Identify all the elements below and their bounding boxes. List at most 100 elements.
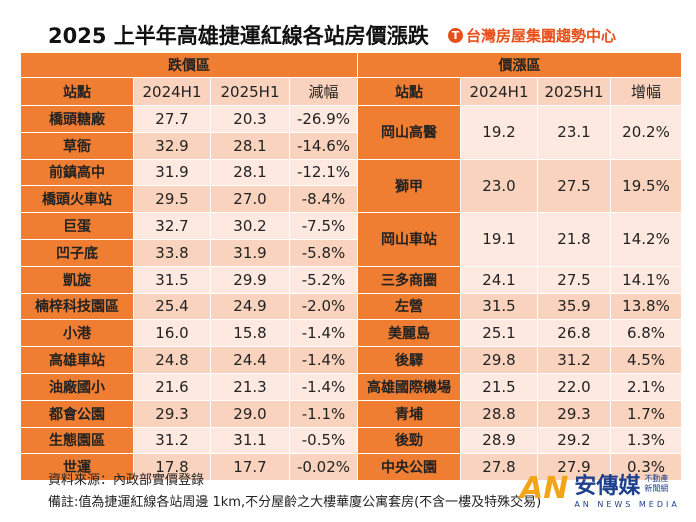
data-cell: 29.0 [210, 399, 290, 428]
table-row: 凱旋 31.5 29.9 -5.2% 三多商圈 24.1 27.5 14.1% [20, 265, 682, 294]
data-cell: -26.9% [289, 105, 358, 133]
station-name: 高雄車站 [20, 346, 134, 374]
data-cell: 27.9 [537, 453, 611, 482]
data-cell: -1.4% [289, 372, 358, 401]
data-cell: 14.1% [610, 265, 682, 294]
data-cell: -1.4% [289, 319, 358, 348]
column-header: 增幅 [610, 77, 682, 106]
data-cell: -1.1% [289, 399, 358, 428]
group-header-down: 跌價區 [20, 52, 358, 78]
table-row: 巨蛋 32.7 30.2 -7.5% 岡山車站 19.1 21.8 14.2% [20, 212, 682, 267]
data-cell: 23.0 [460, 158, 538, 214]
table-row: 都會公園 29.3 29.0 -1.1% 青埔 28.8 29.3 1.7% [20, 399, 682, 428]
data-cell: 0.3% [610, 453, 682, 482]
station-name: 凹子底 [20, 238, 134, 267]
data-cell: 21.5 [460, 372, 538, 401]
station-name: 巨蛋 [20, 212, 134, 240]
station-name: 小港 [20, 319, 134, 348]
brand-logo: T 台灣房屋集團趨勢中心 [448, 25, 616, 46]
data-cell: 1.7% [610, 399, 682, 428]
data-cell: -7.5% [289, 212, 358, 240]
data-cell: -5.2% [289, 265, 358, 294]
price-table: 跌價區 價漲區 站點 2024H1 2025H1 減幅 站點 2024H1 2025H1 增幅… [20, 52, 682, 482]
data-cell: 28.9 [460, 426, 538, 455]
station-name: 青埔 [357, 399, 461, 428]
station-name: 楠梓科技園區 [20, 292, 134, 321]
data-cell: 17.8 [133, 453, 211, 482]
column-header: 2025H1 [210, 77, 290, 106]
data-cell: 29.9 [210, 265, 290, 294]
data-cell: 22.0 [537, 372, 611, 401]
station-name: 生態園區 [20, 426, 134, 455]
data-cell: 29.5 [133, 185, 211, 214]
media-watermark: AN 安傳媒 不動產 新聞網 AN NEWS MEDIA [520, 468, 680, 509]
table-row: 世運 17.8 17.7 -0.02% 中央公園 27.8 27.9 0.3% [20, 453, 682, 482]
data-cell: 31.2 [133, 426, 211, 455]
data-cell: 31.5 [460, 292, 538, 321]
data-cell: 24.4 [210, 346, 290, 374]
page-title: 2025 上半年高雄捷運紅線各站房價漲跌 [48, 24, 429, 48]
data-cell: 31.1 [210, 426, 290, 455]
station-name: 橋頭火車站 [20, 185, 134, 214]
station-name: 草衙 [20, 131, 134, 160]
data-cell: 21.6 [133, 372, 211, 401]
station-name: 中央公園 [357, 453, 461, 482]
data-cell: 2.1% [610, 372, 682, 401]
data-cell: -8.4% [289, 185, 358, 214]
data-cell: 26.8 [537, 319, 611, 348]
media-logo-icon: AN [520, 471, 569, 506]
station-name: 後驛 [357, 346, 461, 374]
data-cell: 32.9 [133, 131, 211, 160]
data-cell: 27.0 [210, 185, 290, 214]
data-cell: 25.1 [460, 319, 538, 348]
media-side2: 新聞網 [644, 484, 669, 493]
table-row: 生態園區 31.2 31.1 -0.5% 後勁 28.9 29.2 1.3% [20, 426, 682, 455]
station-name: 都會公園 [20, 399, 134, 428]
station-name: 高雄國際機場 [357, 372, 461, 401]
table-row: 小港 16.0 15.8 -1.4% 美麗島 25.1 26.8 6.8% [20, 319, 682, 348]
table-row: 橋頭糖廠 27.7 20.3 -26.9% 岡山高醫 19.2 23.1 20.2% [20, 105, 682, 160]
media-name: 安傳媒 [574, 474, 641, 499]
data-cell: 23.1 [537, 105, 611, 160]
station-name: 凱旋 [20, 265, 134, 294]
table-row: 草衙 32.9 28.1 -14.6% [20, 131, 682, 160]
column-header: 2024H1 [133, 77, 211, 106]
data-cell: 19.2 [460, 105, 538, 160]
table-row: 前鎮高中 31.9 28.1 -12.1% 獅甲 23.0 27.5 19.5% [20, 158, 682, 214]
data-cell: 29.3 [537, 399, 611, 428]
data-cell: 21.8 [537, 212, 611, 267]
data-cell: 4.5% [610, 346, 682, 374]
station-name: 橋頭糖廠 [20, 105, 134, 133]
data-cell: 6.8% [610, 319, 682, 348]
station-name: 美麗島 [357, 319, 461, 348]
data-cell: 21.3 [210, 372, 290, 401]
data-cell: 1.3% [610, 426, 682, 455]
table-row: 楠梓科技園區 25.4 24.9 -2.0% 左營 31.5 35.9 13.8% [20, 292, 682, 321]
data-cell: 29.3 [133, 399, 211, 428]
table-row: 高雄車站 24.8 24.4 -1.4% 後驛 29.8 31.2 4.5% [20, 346, 682, 374]
column-header: 站點 [357, 77, 461, 106]
data-cell: 29.2 [537, 426, 611, 455]
station-name: 岡山車站 [357, 212, 461, 267]
data-cell: 20.3 [210, 105, 290, 133]
data-cell: 31.9 [133, 158, 211, 187]
data-cell: 35.9 [537, 292, 611, 321]
data-cell: 13.8% [610, 292, 682, 321]
column-header: 減幅 [289, 77, 358, 106]
data-cell: 24.9 [210, 292, 290, 321]
data-cell: 28.1 [210, 131, 290, 160]
group-header-up: 價漲區 [357, 52, 682, 78]
data-cell: 32.7 [133, 212, 211, 240]
data-cell: 29.8 [460, 346, 538, 374]
data-cell: 19.5% [610, 158, 682, 214]
station-name: 岡山高醫 [357, 105, 461, 160]
data-cell: 30.2 [210, 212, 290, 240]
station-name: 左營 [357, 292, 461, 321]
station-name: 獅甲 [357, 158, 461, 214]
station-name: 前鎮高中 [20, 158, 134, 187]
data-cell: 24.8 [133, 346, 211, 374]
data-cell: 31.2 [537, 346, 611, 374]
data-cell: 24.1 [460, 265, 538, 294]
station-name: 三多商圈 [357, 265, 461, 294]
data-cell: 33.8 [133, 238, 211, 267]
